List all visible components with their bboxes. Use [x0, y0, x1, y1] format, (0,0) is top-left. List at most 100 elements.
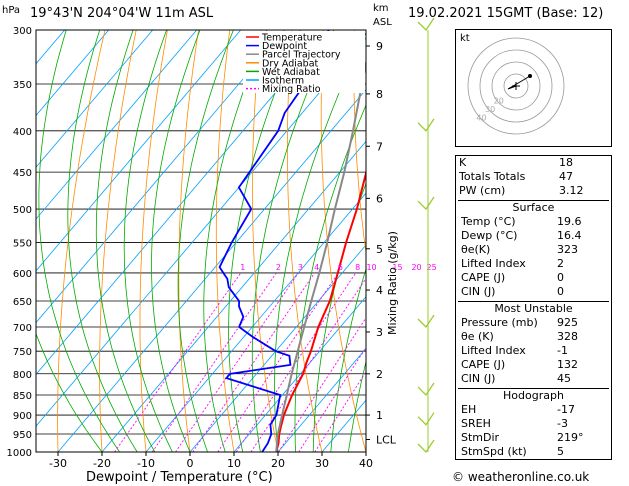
- hodograph-ring: [503, 73, 529, 99]
- table-row: Dewp (°C) 16.4: [458, 229, 609, 243]
- x-tick-label: -20: [93, 457, 111, 470]
- x-tick-label: -30: [49, 457, 67, 470]
- table-value: 925: [557, 316, 578, 329]
- wet-adiabat: [177, 30, 234, 452]
- location-title: 19°43'N 204°04'W 11m ASL: [30, 6, 214, 21]
- pressure-unit: hPa: [2, 5, 21, 16]
- km-tick-label: 3: [376, 326, 383, 339]
- km-tick-label: 9: [376, 40, 383, 53]
- mixing-ratio-label: 20: [411, 263, 421, 272]
- km-tick-label: 8: [376, 88, 383, 101]
- x-tick-label: 20: [271, 457, 285, 470]
- table-row: θe(K) 323: [458, 243, 609, 257]
- legend-label: Isotherm: [262, 76, 304, 87]
- mixing-ratio-label: 10: [366, 263, 376, 272]
- mixing-ratio-axis-label: Mixing Ratio (g/kg): [386, 231, 399, 335]
- table-value: 328: [557, 330, 578, 343]
- table-row: StmSpd (kt) 5: [458, 445, 609, 459]
- pressure-tick-label: 700: [13, 323, 32, 334]
- pressure-tick-label: 450: [13, 168, 32, 179]
- table-value: 0: [557, 271, 564, 284]
- mixing-ratio-label: 25: [427, 263, 437, 272]
- table-label: CAPE (J): [461, 358, 506, 371]
- table-label: θe (K): [461, 330, 494, 343]
- hodograph-ring-label: 30: [485, 105, 495, 114]
- table-value: 19.6: [557, 215, 582, 228]
- x-tick-label: 0: [187, 457, 194, 470]
- table-value: 132: [557, 358, 578, 371]
- hodograph-ring: [479, 49, 553, 123]
- mixing-ratio-line: [278, 317, 366, 452]
- mixing-ratio-label: 3: [298, 263, 303, 272]
- table-label: StmSpd (kt): [461, 445, 527, 458]
- km-tick-label: 5: [376, 243, 383, 256]
- table-label: Dewp (°C): [461, 229, 518, 242]
- wet-adiabat: [203, 30, 268, 452]
- dry-adiabat: [139, 30, 168, 452]
- surface-section: Surface Temp (°C) 19.6 Dewp (°C) 16.4 θe(K) 32…: [458, 200, 609, 299]
- hodograph-trace: [507, 75, 531, 90]
- index-table: K 18 Totals Totals 47 PW (cm) 3.12 Surface Temp…: [455, 155, 612, 460]
- legend-box: [243, 31, 365, 93]
- series-dewpoint: [218, 30, 330, 452]
- pressure-tick-label: 350: [13, 80, 32, 91]
- wind-barb: [417, 196, 435, 211]
- table-value: 323: [557, 243, 578, 256]
- legend-label: Mixing Ratio: [262, 84, 321, 95]
- legend-label: Parcel Trajectory: [262, 50, 341, 61]
- dry-adiabat: [178, 30, 199, 452]
- dry-adiabat: [353, 30, 366, 256]
- mixing-ratio-line: [192, 272, 315, 452]
- mixing-ratio-label: 6: [338, 263, 343, 272]
- mixing-ratio-line: [114, 272, 242, 452]
- wet-adiabat: [151, 30, 201, 452]
- pressure-tick-label: 800: [13, 370, 32, 381]
- x-axis-label: Dewpoint / Temperature (°C): [86, 470, 273, 485]
- hodograph-ring: [491, 61, 541, 111]
- table-row: Lifted Index -1: [458, 344, 609, 358]
- pressure-tick-label: 400: [13, 127, 32, 138]
- table-value: 47: [559, 170, 573, 183]
- isotherm: [277, 347, 366, 452]
- table-value: -17: [557, 403, 575, 416]
- pressure-tick-label: 900: [13, 411, 32, 422]
- mixing-ratio-label: 8: [355, 263, 360, 272]
- isotherm: [189, 244, 366, 452]
- wind-barb: [417, 439, 435, 454]
- table-label: SREH: [461, 417, 491, 430]
- datetime-title: 19.02.2021 15GMT (Base: 12): [408, 6, 604, 21]
- km-tick-label: 6: [376, 192, 383, 205]
- table-row: SREH -3: [458, 417, 609, 431]
- hodograph-table-section: Hodograph EH -17 SREH -3 StmDir 219° StmSpd (kt…: [458, 388, 609, 459]
- hodograph-ring-label: 40: [476, 114, 486, 123]
- mixing-ratio-line: [235, 272, 357, 452]
- wet-adiabat: [95, 30, 156, 452]
- pressure-tick-label: 550: [13, 238, 32, 249]
- wet-adiabat: [123, 30, 173, 452]
- table-value: 45: [557, 372, 571, 385]
- table-label: CIN (J): [461, 285, 496, 298]
- x-tick-label: -10: [137, 457, 155, 470]
- isotherm: [36, 30, 242, 272]
- km-tick-label: 4: [376, 284, 383, 297]
- km-unit: km: [373, 3, 389, 14]
- wind-barb: [417, 118, 435, 132]
- isotherm: [36, 30, 154, 168]
- mixing-ratio-label: 15: [392, 263, 402, 272]
- wet-adiabat: [274, 31, 366, 452]
- legend-label: Temperature: [261, 33, 322, 44]
- pressure-tick-label: 500: [13, 205, 32, 216]
- table-label: PW (cm): [459, 184, 506, 197]
- isotherm: [57, 89, 366, 452]
- km-tick-label: 7: [376, 140, 383, 153]
- km-tick-label: 1: [376, 409, 383, 422]
- isotherm: [36, 37, 366, 427]
- table-value: 18: [559, 156, 573, 169]
- isotherm: [145, 192, 366, 452]
- wind-barb: [417, 314, 435, 329]
- table-value: 5: [557, 445, 564, 458]
- table-row: CIN (J) 45: [458, 372, 609, 386]
- dry-adiabat: [251, 30, 279, 452]
